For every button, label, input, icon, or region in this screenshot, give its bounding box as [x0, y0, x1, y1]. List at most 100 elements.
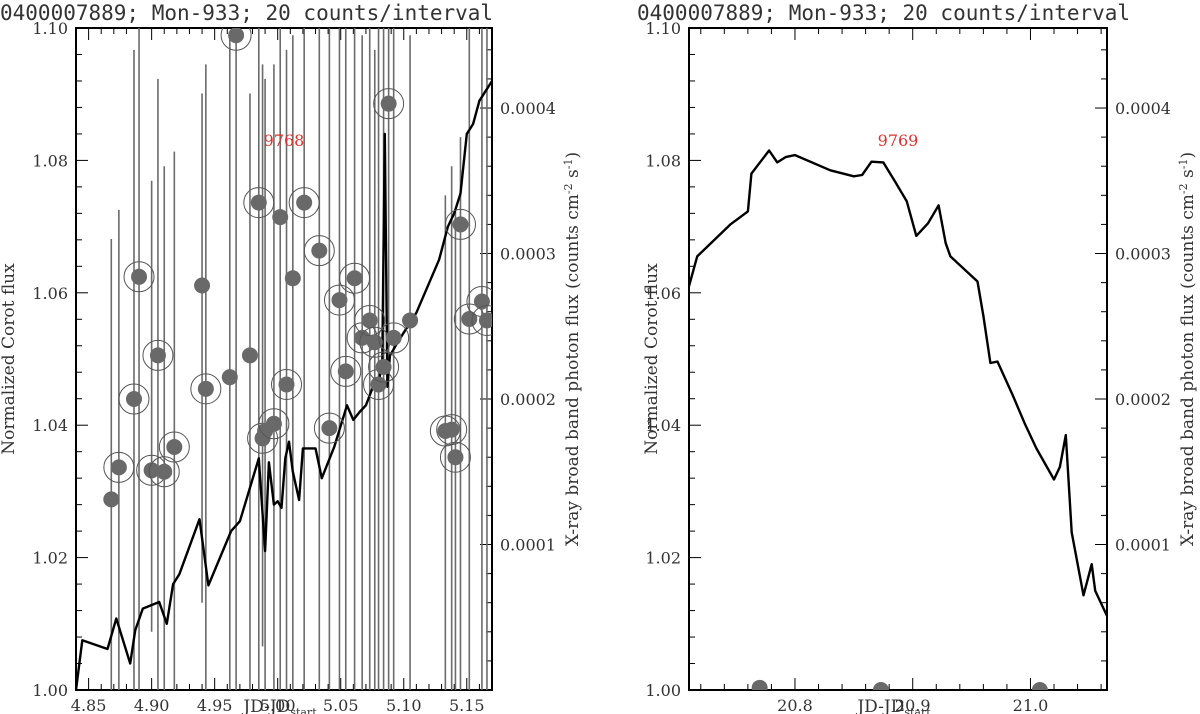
y-tick-label-left: 1.00 [32, 681, 68, 700]
x-tick-label: 5.15 [449, 696, 485, 714]
xray-point [149, 347, 166, 364]
xray-point-ring [103, 451, 135, 483]
y-tick-label-right: 0.0004 [500, 99, 556, 118]
x-tick-label: 4.95 [197, 696, 233, 714]
xray-point-ring [158, 431, 190, 463]
y-axis-label-right-part: X-ray broad band photon flux (counts cm [1178, 194, 1198, 546]
xray-point-ring [118, 383, 150, 415]
y-tick-label-right: 0.0004 [1115, 99, 1171, 118]
xray-point [103, 491, 120, 508]
x-tick-label: 4.85 [71, 696, 107, 714]
plot-area [689, 149, 1107, 690]
plot-frame [688, 27, 1108, 691]
xray-point [402, 312, 419, 329]
xray-point [221, 369, 238, 386]
xray-point-ring [303, 235, 335, 267]
x-tick-label: 4.90 [134, 696, 170, 714]
xray-point [194, 277, 211, 294]
xray-point [478, 312, 492, 329]
xray-point-ring [330, 355, 362, 387]
xray-point [385, 329, 402, 346]
xray-point [346, 270, 363, 287]
xray-point-ring [271, 368, 303, 400]
xray-point-ring [339, 262, 371, 294]
xray-point [278, 376, 295, 393]
xray-point-ring [439, 441, 471, 473]
flare-annotation: 9769 [878, 131, 919, 150]
y-tick-label-left: 1.00 [645, 681, 681, 700]
xray-point-ring [243, 187, 275, 219]
x-tick-label: 21.0 [1013, 696, 1049, 714]
xray-point [296, 194, 313, 211]
x-axis-label-subscript: start [290, 706, 317, 714]
y-tick-label-left: 1.04 [645, 416, 681, 435]
xray-point-ring [368, 351, 400, 383]
xray-point [228, 28, 245, 44]
y-tick-label-right: 0.0001 [1115, 536, 1171, 555]
x-axis-label: JD-JDstart [855, 697, 931, 714]
chart-panel-right: 0400007889; Mon-933; 20 counts/interval 2… [637, 1, 1198, 714]
y-axis-label-right-part: ) [563, 152, 583, 159]
xray-point [331, 292, 348, 309]
xray-point [473, 293, 490, 310]
xray-point-ring [148, 456, 180, 488]
xray-point [461, 310, 478, 327]
xray-point [125, 391, 142, 408]
xray-point [241, 347, 258, 364]
corot-flux-line [689, 149, 1107, 617]
y-axis-label-right-part: ) [1178, 152, 1198, 159]
x-tick-label: 5.00 [260, 696, 296, 714]
y-tick-label-right: 0.0002 [500, 390, 556, 409]
plot-frame [75, 27, 493, 691]
xray-point [265, 415, 282, 432]
xray-point [380, 95, 397, 112]
xray-point-ring [123, 261, 155, 293]
y-tick-label-left: 1.10 [645, 19, 681, 38]
xray-point [375, 359, 392, 376]
y-tick-label-left: 1.06 [32, 284, 68, 303]
y-axis-label-right-part: s [1178, 169, 1198, 183]
xray-point [143, 462, 160, 479]
xray-point [443, 421, 460, 438]
xray-point [1031, 682, 1048, 690]
y-axis-label-right-part: -1 [1177, 158, 1190, 169]
xray-point-ring [323, 284, 355, 316]
y-axis-label-right: X-ray broad band photon flux (counts cm -… [1177, 152, 1198, 546]
x-tick-label: 20.8 [777, 696, 813, 714]
y-axis-label-right-part: s [563, 169, 583, 183]
xray-point-ring [288, 187, 320, 219]
xray-point-ring [190, 373, 222, 405]
y-axis-label-left: Normalized Corot flux [0, 263, 19, 455]
xray-point [321, 420, 338, 437]
y-tick-label-left: 1.06 [645, 284, 681, 303]
y-tick-label-right: 0.0003 [500, 245, 556, 264]
y-tick-label-left: 1.04 [32, 416, 68, 435]
x-axis-label-subscript: start [904, 706, 931, 714]
xray-point [311, 242, 328, 259]
xray-point [131, 268, 148, 285]
y-tick-label-left: 1.10 [32, 19, 68, 38]
x-tick-label: 5.05 [323, 696, 359, 714]
xray-point-ring [471, 304, 492, 336]
y-tick-label-right: 0.0003 [1115, 245, 1171, 264]
xray-point [361, 312, 378, 329]
x-axis-label-main: JD-JD [855, 697, 904, 714]
xray-point [156, 463, 173, 480]
y-tick-label-left: 1.08 [645, 151, 681, 170]
x-axis-label-main: JD-JD [241, 697, 290, 714]
x-tick-label: 20.9 [895, 696, 931, 714]
y-axis-label-right: X-ray broad band photon flux (counts cm-… [562, 152, 583, 546]
chart-panel-left: 0400007889; Mon-933; 20 counts/interval 4… [0, 1, 583, 714]
xray-point [366, 334, 383, 351]
y-tick-label-left: 1.02 [645, 549, 681, 568]
xray-point [110, 459, 127, 476]
xray-point-ring [373, 88, 405, 120]
chart-title: 0400007889; Mon-933; 20 counts/interval [0, 1, 493, 25]
y-axis-label-right-part: -1 [562, 158, 575, 169]
xray-point-ring [378, 322, 410, 354]
x-axis-label: JD-JDstart [241, 697, 317, 714]
y-tick-label-left: 1.02 [32, 549, 68, 568]
xray-point-ring [354, 304, 386, 336]
xray-point [284, 270, 301, 287]
